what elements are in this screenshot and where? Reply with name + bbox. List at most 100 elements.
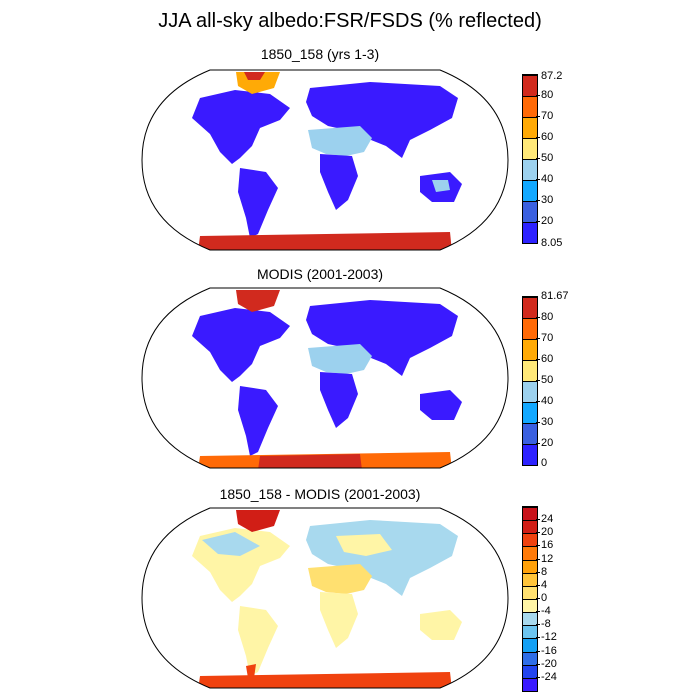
colorbar-tick [536, 359, 540, 360]
colorbar-level-label: 70 [541, 332, 554, 344]
colorbar-tick [536, 637, 540, 639]
colorbar-level-label: 8 [541, 565, 548, 578]
colorbar-level-label: 24 [541, 513, 554, 526]
panel-2-title: MODIS (2001-2003) [256, 266, 384, 282]
colorbar-level-label: -20 [541, 657, 557, 670]
panel-1-colorbar [522, 74, 538, 244]
africa-land [320, 154, 358, 210]
colorbar-tick [536, 650, 540, 652]
panel-3-map [141, 507, 509, 689]
south-america-land [238, 168, 278, 238]
colorbar-segment [523, 559, 537, 573]
colorbar-tick [536, 532, 540, 534]
panel-2-colorbar [522, 296, 538, 466]
colorbar-segment [523, 201, 537, 222]
colorbar-level-label: 50 [541, 152, 554, 164]
colorbar-tick [536, 584, 540, 586]
colorbar-tick [536, 221, 540, 222]
colorbar-level-label: 30 [541, 416, 554, 428]
colorbar-segment [523, 402, 537, 423]
colorbar-tick [536, 624, 540, 626]
colorbar-tick [536, 95, 540, 96]
colorbar-level-label: 50 [541, 374, 554, 386]
panel-1-map [141, 69, 509, 251]
africa-land [320, 372, 358, 428]
colorbar-segment [523, 96, 537, 117]
colorbar-segment [523, 520, 537, 534]
panel-2-map [141, 287, 509, 469]
colorbar-tick [536, 598, 540, 599]
colorbar-tick [536, 317, 540, 318]
panel-1-map-border [141, 69, 509, 251]
colorbar-level-label: -4 [541, 605, 551, 618]
panel-3-colorbar [522, 506, 538, 692]
colorbar-level-label: 30 [541, 194, 554, 206]
colorbar-level-label: 4 [541, 578, 548, 591]
colorbar-tick [536, 422, 540, 423]
sahara-arabia-land [308, 126, 372, 156]
north-america-land [192, 90, 290, 164]
colorbar-segment [523, 138, 537, 159]
colorbar-segment [523, 651, 537, 665]
north-america-boreal [202, 532, 260, 556]
panel-1-title: 1850_158 (yrs 1-3) [260, 46, 380, 62]
colorbar-level-label: 0 [541, 592, 548, 604]
colorbar-segment [523, 507, 537, 521]
panel-1-colorbar-min: 8.05 [541, 237, 563, 249]
eurasia-land [306, 300, 458, 376]
colorbar-segment [523, 381, 537, 402]
colorbar-segment [523, 625, 537, 639]
colorbar-segment [523, 599, 537, 613]
colorbar-tick [536, 116, 540, 117]
colorbar-tick [536, 676, 540, 678]
colorbar-tick [536, 663, 540, 665]
sahara-arabia-land [308, 344, 372, 374]
colorbar-tick [536, 380, 540, 381]
colorbar-segment [523, 360, 537, 381]
colorbar-tick [536, 200, 540, 201]
colorbar-segment [523, 585, 537, 599]
colorbar-segment [523, 339, 537, 360]
eurasia-central [336, 534, 392, 556]
colorbar-segment [523, 423, 537, 444]
colorbar-tick [536, 611, 540, 613]
colorbar-tick [536, 519, 540, 521]
colorbar-tick [536, 158, 540, 159]
greenland-land [236, 290, 280, 312]
colorbar-tick [536, 545, 540, 547]
colorbar-segment [523, 180, 537, 201]
panel-3-map-border [141, 507, 509, 689]
colorbar-segment [523, 546, 537, 560]
greenland-land [236, 510, 280, 532]
antarctica-interior [258, 454, 362, 468]
colorbar-level-label: 70 [541, 110, 554, 122]
colorbar-segment [523, 297, 537, 318]
north-america-land [192, 308, 290, 382]
colorbar-level-label: 80 [541, 311, 554, 323]
colorbar-segment [523, 664, 537, 678]
colorbar-segment [523, 444, 537, 465]
colorbar-segment [523, 612, 537, 626]
south-america-land [238, 606, 278, 676]
colorbar-tick [536, 443, 540, 444]
antarctica-land [198, 232, 452, 250]
colorbar-level-label: 20 [541, 215, 554, 227]
panel-1-colorbar-max: 87.2 [541, 70, 563, 82]
colorbar-level-label: 20 [541, 437, 554, 449]
colorbar-level-label: 40 [541, 395, 554, 407]
antarctica-land [198, 672, 452, 688]
colorbar-tick [536, 179, 540, 180]
panel-2-map-border [141, 287, 509, 469]
colorbar-segment [523, 318, 537, 339]
australia-land [420, 610, 462, 640]
colorbar-segment [523, 75, 537, 96]
greenland-ice-core [244, 72, 265, 80]
colorbar-level-label: 80 [541, 89, 554, 101]
patagonia-land [246, 664, 256, 678]
colorbar-level-label: 12 [541, 552, 554, 565]
colorbar-segment [523, 222, 537, 243]
colorbar-tick [536, 558, 540, 560]
colorbar-tick [536, 401, 540, 402]
figure-title: JJA all-sky albedo:FSR/FSDS (% reflected… [158, 10, 542, 32]
colorbar-level-label: -8 [541, 618, 551, 631]
